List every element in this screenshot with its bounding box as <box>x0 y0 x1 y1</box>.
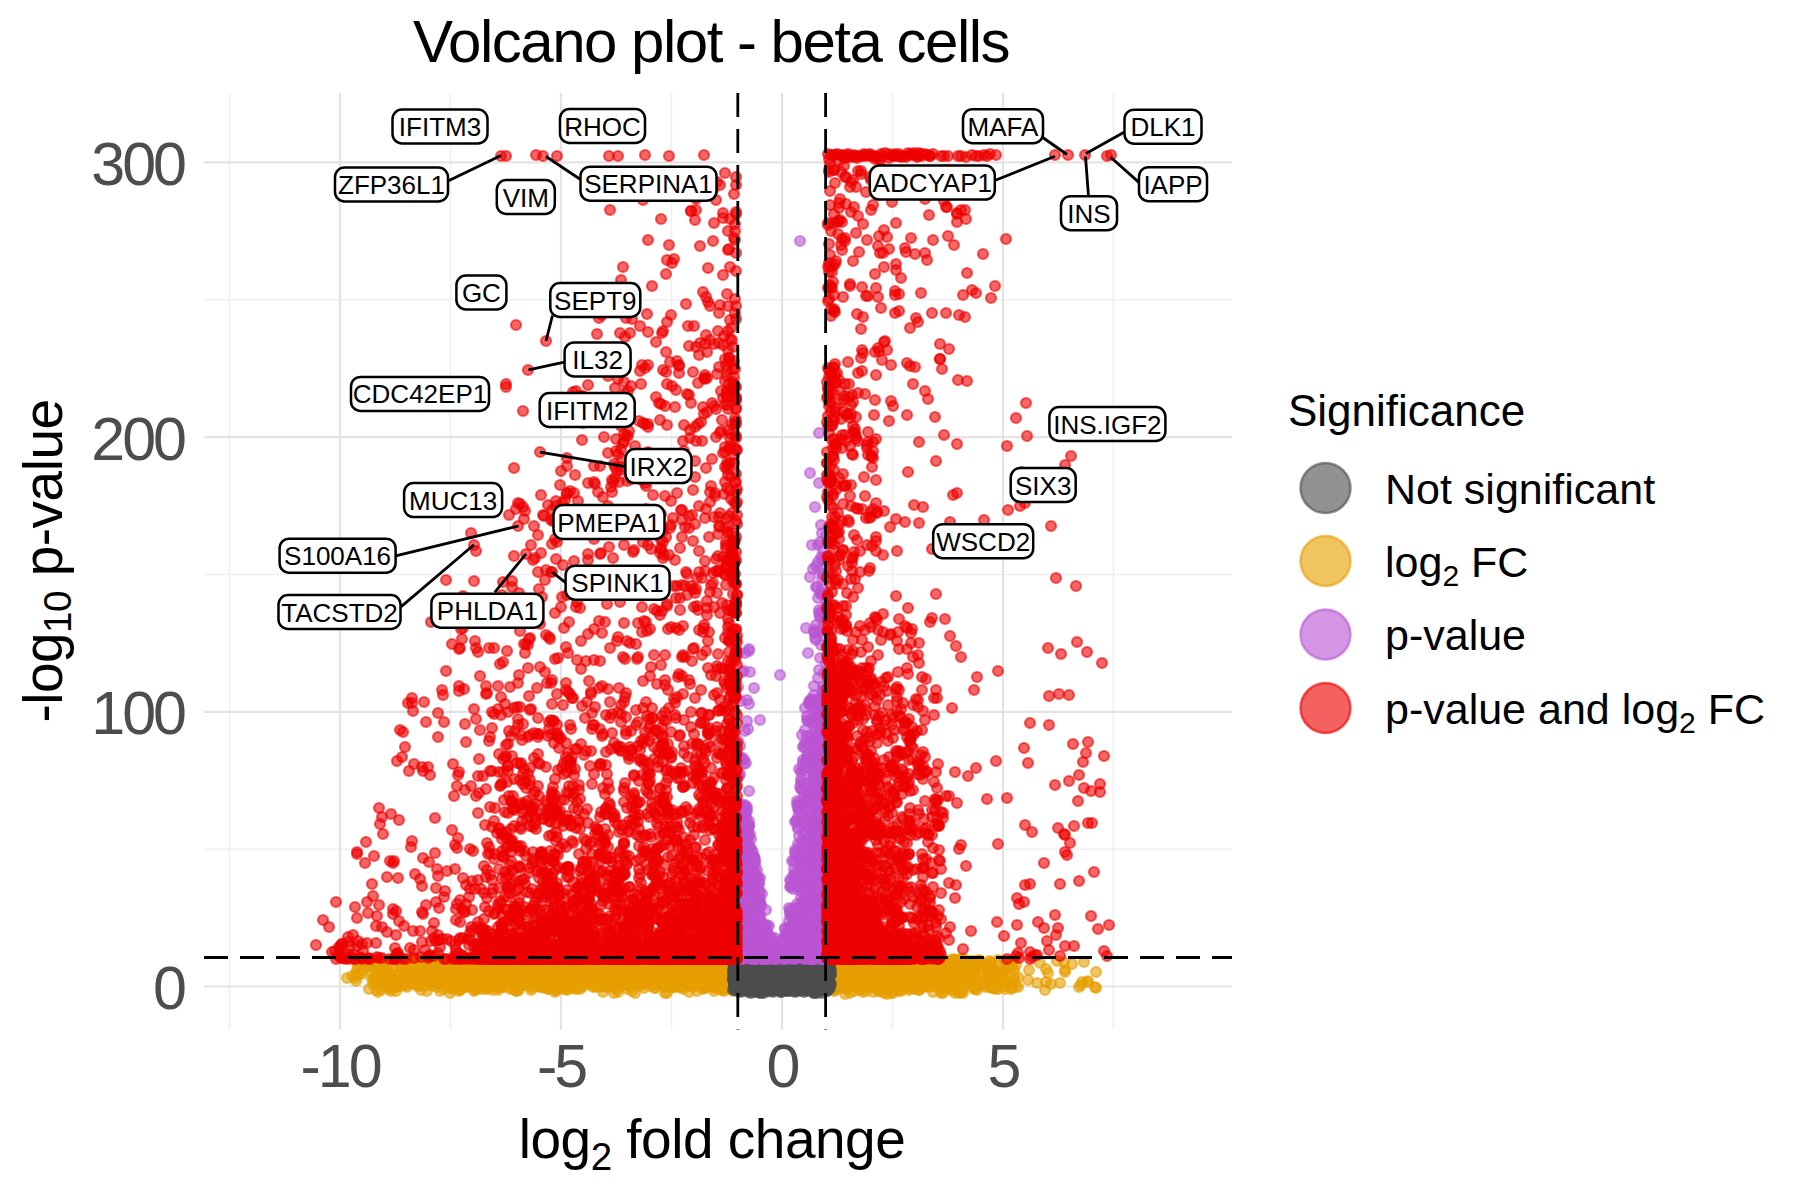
svg-text:Volcano plot - beta cells: Volcano plot - beta cells <box>413 8 1009 75</box>
svg-text:ADCYAP1: ADCYAP1 <box>873 168 992 198</box>
svg-text:5: 5 <box>988 1032 1020 1100</box>
svg-text:IL32: IL32 <box>572 345 623 375</box>
svg-text:SERPINA1: SERPINA1 <box>584 169 713 199</box>
svg-text:PMEPA1: PMEPA1 <box>557 508 661 538</box>
svg-text:IFITM3: IFITM3 <box>399 112 481 142</box>
svg-text:CDC42EP1: CDC42EP1 <box>353 379 487 409</box>
svg-text:INS.IGF2: INS.IGF2 <box>1053 410 1161 440</box>
svg-text:IAPP: IAPP <box>1143 170 1202 200</box>
svg-text:p-value: p-value <box>1385 611 1526 659</box>
svg-text:DLK1: DLK1 <box>1130 112 1195 142</box>
svg-text:S100A16: S100A16 <box>284 541 391 571</box>
svg-text:WSCD2: WSCD2 <box>936 527 1030 557</box>
svg-text:VIM: VIM <box>503 183 549 213</box>
svg-text:PHLDA1: PHLDA1 <box>437 596 538 626</box>
svg-text:MAFA: MAFA <box>968 112 1039 142</box>
svg-text:SEPT9: SEPT9 <box>554 286 636 316</box>
svg-text:200: 200 <box>91 405 185 473</box>
svg-text:TACSTD2: TACSTD2 <box>281 598 398 628</box>
svg-text:log2 fold change: log2 fold change <box>519 1108 906 1178</box>
svg-text:ZFP36L1: ZFP36L1 <box>338 170 445 200</box>
svg-text:SPINK1: SPINK1 <box>571 568 664 598</box>
svg-text:-10: -10 <box>300 1032 380 1100</box>
svg-text:IFITM2: IFITM2 <box>546 396 628 426</box>
svg-text:-log10 p-value: -log10 p-value <box>12 399 79 722</box>
svg-text:0: 0 <box>767 1032 799 1100</box>
svg-text:IRX2: IRX2 <box>629 452 687 482</box>
svg-text:INS: INS <box>1067 199 1110 229</box>
svg-text:100: 100 <box>91 679 185 747</box>
svg-text:MUC13: MUC13 <box>409 486 497 516</box>
svg-text:p-value and log2 FC: p-value and log2 FC <box>1385 685 1765 739</box>
svg-text:-5: -5 <box>537 1032 586 1100</box>
svg-text:0: 0 <box>153 954 185 1022</box>
svg-text:300: 300 <box>91 130 185 198</box>
svg-text:GC: GC <box>462 278 501 308</box>
svg-text:SIX3: SIX3 <box>1015 471 1071 501</box>
svg-text:RHOC: RHOC <box>564 112 641 142</box>
svg-text:Significance: Significance <box>1288 386 1525 435</box>
svg-text:Not significant: Not significant <box>1385 465 1655 513</box>
